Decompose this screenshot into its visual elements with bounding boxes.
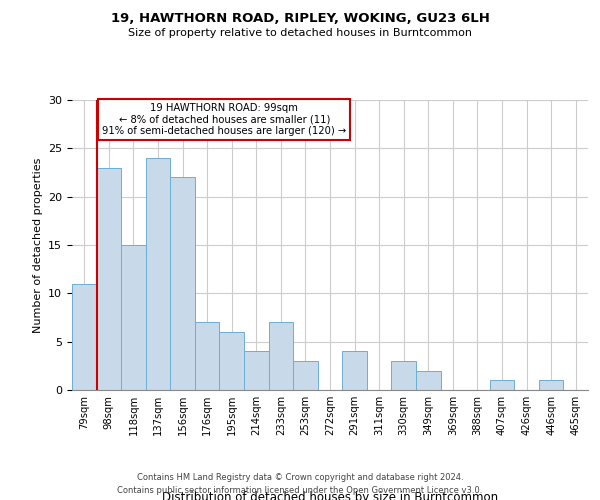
Text: 19, HAWTHORN ROAD, RIPLEY, WOKING, GU23 6LH: 19, HAWTHORN ROAD, RIPLEY, WOKING, GU23 … [110,12,490,26]
Bar [269,322,293,390]
Text: Contains HM Land Registry data © Crown copyright and database right 2024.
Contai: Contains HM Land Registry data © Crown c… [118,474,482,495]
Bar [244,352,269,390]
Bar [195,322,220,390]
X-axis label: Distribution of detached houses by size in Burntcommon: Distribution of detached houses by size … [162,491,498,500]
Bar [342,352,367,390]
Y-axis label: Number of detached properties: Number of detached properties [32,158,43,332]
Bar [539,380,563,390]
Bar [170,178,195,390]
Bar [293,361,318,390]
Bar [146,158,170,390]
Text: Size of property relative to detached houses in Burntcommon: Size of property relative to detached ho… [128,28,472,38]
Bar [416,370,440,390]
Text: 19 HAWTHORN ROAD: 99sqm
← 8% of detached houses are smaller (11)
91% of semi-det: 19 HAWTHORN ROAD: 99sqm ← 8% of detached… [102,103,346,136]
Bar [220,332,244,390]
Bar [391,361,416,390]
Bar [490,380,514,390]
Bar [72,284,97,390]
Bar [97,168,121,390]
Bar [121,245,146,390]
